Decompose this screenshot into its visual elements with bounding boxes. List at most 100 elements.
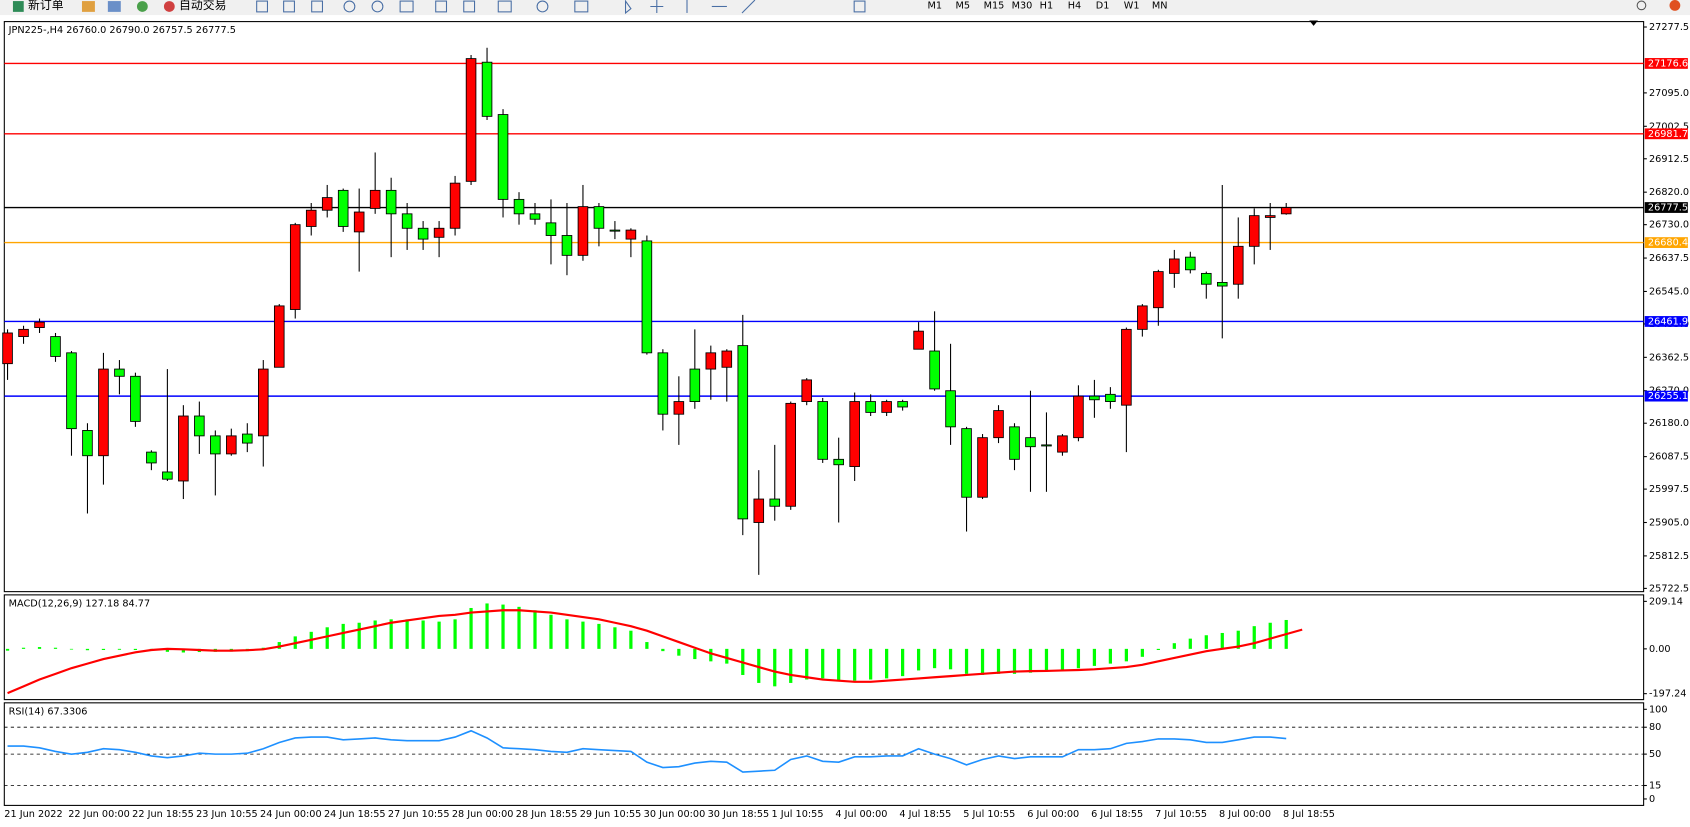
x-tick-label: 24 Jun 00:00 [260, 809, 322, 820]
toolbar-icon[interactable] [853, 0, 866, 13]
candle-body [1041, 444, 1052, 447]
candle-body [929, 350, 940, 390]
macd-signal-line [7, 609, 1303, 695]
toolbar-bg [0, 0, 1690, 16]
auto-trading-icon[interactable] [163, 1, 175, 12]
candle-body [721, 350, 733, 368]
toolbar-icon[interactable] [463, 0, 476, 13]
trendline-tool[interactable] [741, 0, 756, 14]
candle-body [881, 401, 892, 413]
candle-body [1121, 328, 1132, 406]
indicator-title: RSI(14) 67.3306 [9, 706, 88, 717]
candle-body [210, 435, 221, 455]
y-tick-label: 15 [1649, 781, 1661, 792]
candle-body [1105, 393, 1116, 402]
candle-body [513, 198, 525, 215]
candle-body [1280, 207, 1292, 215]
candle-body [945, 390, 956, 428]
x-tick-label: 30 Jun 18:55 [708, 809, 770, 820]
x-tick-label: 28 Jun 00:00 [452, 809, 514, 820]
indicator-title: JPN225-,H4 26760.0 26790.0 26757.5 26777… [8, 25, 236, 36]
candle-body [1137, 305, 1148, 330]
timeframe-button[interactable]: M15 [984, 0, 1005, 11]
cursor-tool[interactable] [624, 0, 632, 15]
y-tick-label: 26180.0 [1649, 418, 1689, 429]
toolbar-icon[interactable] [536, 0, 549, 13]
y-tick-label: 0 [1649, 794, 1655, 805]
auto-trading-button[interactable]: 自动交易 [179, 0, 226, 12]
candle-body [18, 328, 29, 338]
search[interactable] [1636, 0, 1647, 11]
candle-body [1153, 271, 1164, 309]
toolbar-icon[interactable] [497, 0, 512, 13]
candle-body [801, 379, 812, 402]
candle-body [1057, 435, 1068, 453]
candle-body [641, 240, 653, 354]
candle-body [178, 415, 189, 482]
timeframe-button[interactable]: M5 [956, 0, 971, 11]
toolbar-icon[interactable] [435, 0, 448, 13]
toolbar-icon[interactable] [311, 0, 324, 13]
timeframe-button[interactable]: MN [1152, 0, 1168, 11]
y-tick-label: 25722.5 [1649, 583, 1689, 594]
toolbar-icon[interactable] [399, 0, 414, 13]
y-tick-label: 26362.5 [1649, 352, 1689, 363]
candle-body [593, 206, 605, 229]
candle-body [849, 401, 860, 467]
zoom-in[interactable] [343, 0, 356, 13]
timeframe-button[interactable]: H1 [1040, 0, 1053, 11]
candle-body [162, 471, 173, 480]
x-tick-label: 8 Jul 18:55 [1283, 809, 1335, 820]
timeframe-button[interactable]: M30 [1012, 0, 1033, 11]
candle-body [961, 428, 972, 498]
price-level-label: 26461.9 [1648, 316, 1688, 327]
toolbar-icon[interactable] [136, 1, 148, 12]
timeframes: M1 M5 M15 M30 H1 H4 D1 W1 MN [928, 0, 1168, 11]
new-order-icon[interactable] [12, 1, 24, 12]
y-tick-label: -197.24 [1649, 689, 1686, 700]
timeframe-button[interactable]: H4 [1068, 0, 1081, 11]
toolbar-icon[interactable] [256, 0, 269, 13]
toolbar-icon[interactable] [283, 0, 295, 13]
candle-body [769, 498, 781, 507]
candle-body [785, 402, 797, 507]
timeframe-button[interactable]: W1 [1124, 0, 1140, 11]
new-order-button[interactable]: 新订单 [28, 0, 64, 12]
candle-body [273, 305, 285, 368]
y-tick-label: 26087.5 [1649, 452, 1689, 463]
notification[interactable] [1669, 0, 1681, 11]
candle-body [897, 401, 908, 408]
price-level-label: 27176.6 [1648, 58, 1688, 69]
candle-body [305, 209, 317, 227]
candle-body [865, 401, 876, 413]
candle-body [1201, 272, 1212, 285]
candle-body [433, 227, 445, 238]
crosshair-tool[interactable] [650, 0, 664, 13]
timeframe-button[interactable]: D1 [1096, 0, 1110, 11]
indicator-title: MACD(12,26,9) 127.18 84.77 [9, 599, 151, 610]
y-tick-label: 26730.0 [1649, 220, 1689, 231]
candle-body [146, 451, 157, 464]
x-tick-label: 24 Jun 18:55 [324, 809, 386, 820]
toolbar-icon[interactable] [107, 1, 121, 12]
candle-body [689, 368, 701, 402]
candle-body [1089, 395, 1100, 401]
price-level-tag [1644, 202, 1688, 213]
y-tick-label: 25997.5 [1649, 484, 1689, 495]
y-tick-label: 27002.5 [1649, 121, 1689, 132]
candle-body [577, 206, 589, 256]
timeframe-button[interactable]: M1 [928, 0, 943, 11]
candle-body [2, 332, 13, 365]
candle-body [1169, 258, 1180, 274]
y-tick-label: 50 [1649, 749, 1661, 760]
y-tick-label: 0.00 [1649, 644, 1671, 655]
y-tick-label: 80 [1649, 722, 1661, 733]
candle-body [737, 345, 749, 520]
toolbar-icon[interactable] [81, 1, 95, 12]
chart-area: JPN225-,H4 26760.0 26790.0 26757.5 26777… [2, 21, 1689, 820]
y-tick-label: 25905.0 [1649, 518, 1689, 529]
zoom-out[interactable] [371, 0, 384, 13]
toolbar: 新订单 自动交易 M1 M5 M15 M30 H1 H4 D1 W1 MN [0, 0, 1690, 16]
toolbar-icon[interactable] [574, 0, 589, 13]
